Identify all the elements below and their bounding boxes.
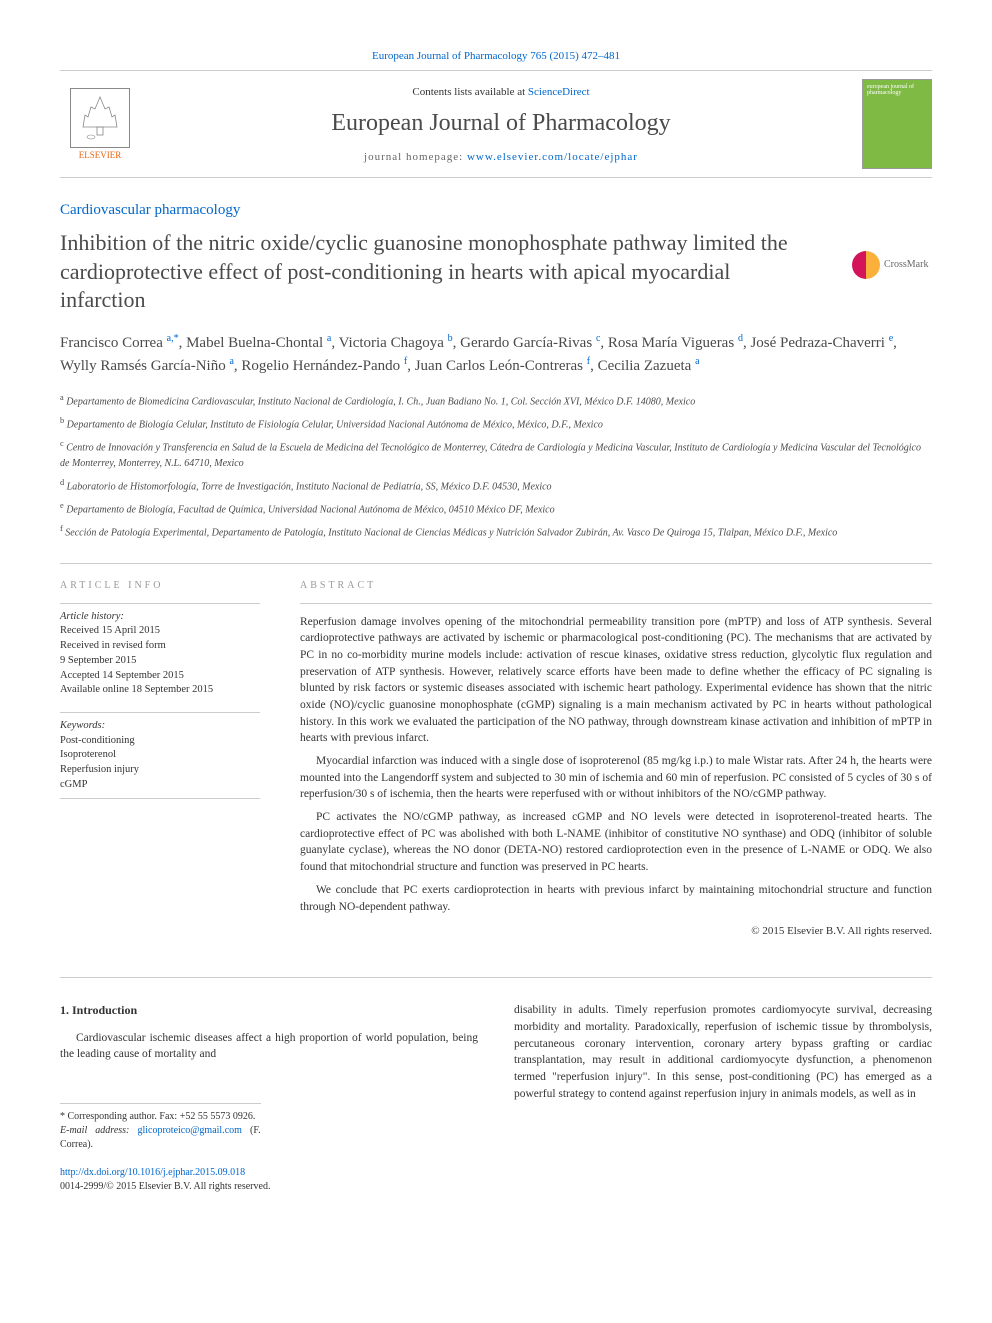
homepage-link[interactable]: www.elsevier.com/locate/ejphar: [467, 151, 638, 163]
affiliation: a Departamento de Biomedicina Cardiovasc…: [60, 392, 932, 409]
section-heading: 1. Introduction: [60, 1002, 478, 1019]
crossmark-label: CrossMark: [884, 259, 928, 270]
article-info-heading: ARTICLE INFO: [60, 580, 260, 591]
affiliation: d Laboratorio de Histomorfología, Torre …: [60, 477, 932, 494]
divider: [60, 977, 932, 978]
issn-copyright: 0014-2999/© 2015 Elsevier B.V. All right…: [60, 1181, 270, 1192]
abstract-heading: ABSTRACT: [300, 580, 932, 591]
affiliation: f Sección de Patología Experimental, Dep…: [60, 523, 932, 540]
crossmark-icon: [852, 251, 880, 279]
citation-link[interactable]: European Journal of Pharmacology 765 (20…: [372, 50, 620, 62]
body-paragraph: Cardiovascular ischemic diseases affect …: [60, 1030, 478, 1063]
contents-line: Contents lists available at ScienceDirec…: [140, 86, 862, 98]
divider: [60, 563, 932, 564]
abstract-paragraph: Reperfusion damage involves opening of t…: [300, 614, 932, 747]
keywords-block: Keywords: Post-conditioningIsoproterenol…: [60, 712, 260, 799]
elsevier-label: ELSEVIER: [79, 150, 122, 160]
affiliation: c Centro de Innovación y Transferencia e…: [60, 438, 932, 470]
abstract-text: Reperfusion damage involves opening of t…: [300, 603, 932, 915]
doi-block: http://dx.doi.org/10.1016/j.ejphar.2015.…: [60, 1166, 478, 1195]
body-paragraph: disability in adults. Timely reperfusion…: [514, 1002, 932, 1102]
doi-link[interactable]: http://dx.doi.org/10.1016/j.ejphar.2015.…: [60, 1167, 245, 1178]
affiliation: b Departamento de Biología Celular, Inst…: [60, 415, 932, 432]
article-history: Article history: Received 15 April 2015R…: [60, 603, 260, 698]
section-category[interactable]: Cardiovascular pharmacology: [60, 202, 932, 219]
email-link[interactable]: glicoproteico@gmail.com: [137, 1125, 241, 1136]
abstract-paragraph: PC activates the NO/cGMP pathway, as inc…: [300, 809, 932, 876]
elsevier-logo[interactable]: ELSEVIER: [60, 88, 140, 160]
crossmark-badge[interactable]: CrossMark: [852, 251, 932, 279]
elsevier-tree-icon: [70, 88, 130, 148]
abstract-paragraph: We conclude that PC exerts cardioprotect…: [300, 882, 932, 915]
abstract-paragraph: Myocardial infarction was induced with a…: [300, 753, 932, 803]
affiliation: e Departamento de Biología, Facultad de …: [60, 500, 932, 517]
footnotes: * Corresponding author. Fax: +52 55 5573…: [60, 1103, 261, 1152]
journal-citation: European Journal of Pharmacology 765 (20…: [60, 50, 932, 62]
authors-list: Francisco Correa a,*, Mabel Buelna-Chont…: [60, 331, 932, 378]
corresponding-author: * Corresponding author. Fax: +52 55 5573…: [60, 1110, 261, 1124]
sciencedirect-link[interactable]: ScienceDirect: [528, 86, 590, 98]
article-title: Inhibition of the nitric oxide/cyclic gu…: [60, 229, 932, 315]
homepage-line: journal homepage: www.elsevier.com/locat…: [140, 151, 862, 163]
journal-cover-thumbnail[interactable]: european journal of pharmacology: [862, 79, 932, 169]
copyright-line: © 2015 Elsevier B.V. All rights reserved…: [300, 925, 932, 937]
journal-header: ELSEVIER Contents lists available at Sci…: [60, 70, 932, 178]
journal-name: European Journal of Pharmacology: [140, 110, 862, 137]
